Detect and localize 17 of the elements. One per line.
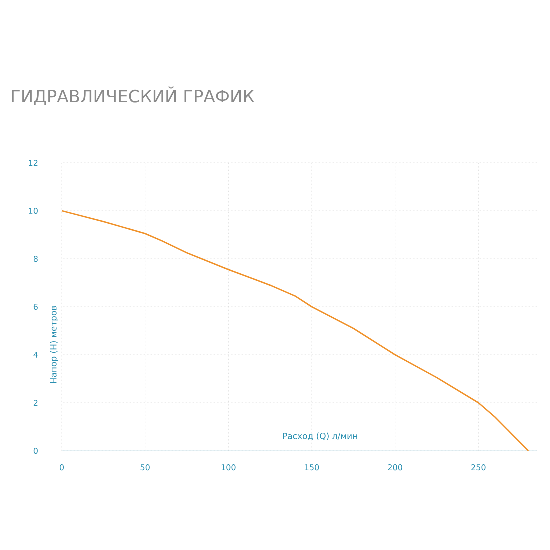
x-tick-label: 200	[388, 464, 402, 471]
x-axis-title: Расход (Q) л/мин	[283, 432, 358, 440]
y-tick-label: 10	[29, 208, 38, 214]
y-tick-label: 6	[34, 304, 38, 310]
x-tick-label: 150	[305, 464, 320, 471]
x-tick-label: 250	[472, 464, 486, 471]
x-tick-label: 100	[222, 464, 236, 471]
line-series	[61, 210, 530, 452]
y-tick-label: 2	[34, 400, 38, 406]
y-tick-label: 4	[34, 352, 38, 358]
y-tick-label: 8	[34, 256, 38, 262]
chart-title: ГИДРАВЛИЧЕСКИЙ ГРАФИК	[12, 86, 254, 106]
x-tick-label: 0	[60, 464, 64, 471]
x-tick-label: 50	[140, 464, 150, 471]
y-axis-title: Напор (H) метров	[50, 306, 58, 384]
y-tick-label: 12	[29, 160, 38, 166]
y-tick-label: 0	[34, 448, 38, 454]
